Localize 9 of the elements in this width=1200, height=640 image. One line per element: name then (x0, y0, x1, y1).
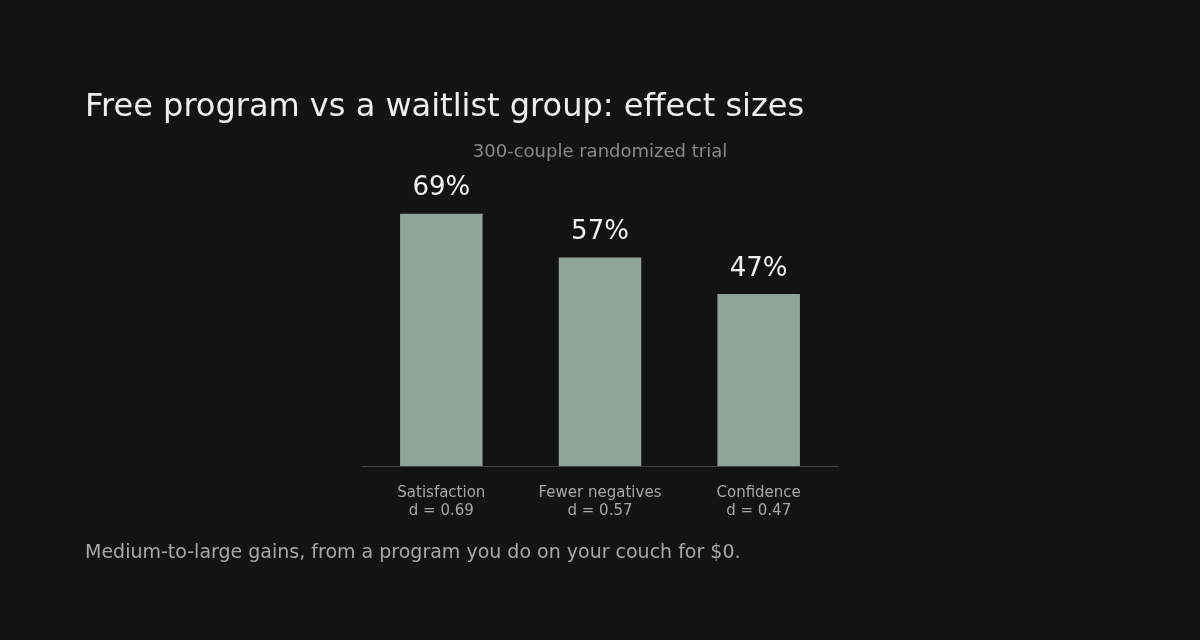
data-label: 47% (729, 251, 788, 282)
x-tick-label: Satisfaction d = 0.69 (397, 482, 486, 519)
chart-subtitle: 300-couple randomized trial (471, 140, 729, 161)
text: Medium-to-large gains, from a program you do on your couch for $0. (85, 540, 741, 562)
x-tick-label: Fewer negatives d = 0.57 (538, 482, 662, 519)
x-tick-label: Confidence d = 0.47 (716, 482, 801, 519)
data-label: 69% (412, 171, 471, 202)
data-label: 57% (571, 215, 629, 246)
chart-title: Free program vs a waitlist group: effect sizes (85, 86, 805, 124)
